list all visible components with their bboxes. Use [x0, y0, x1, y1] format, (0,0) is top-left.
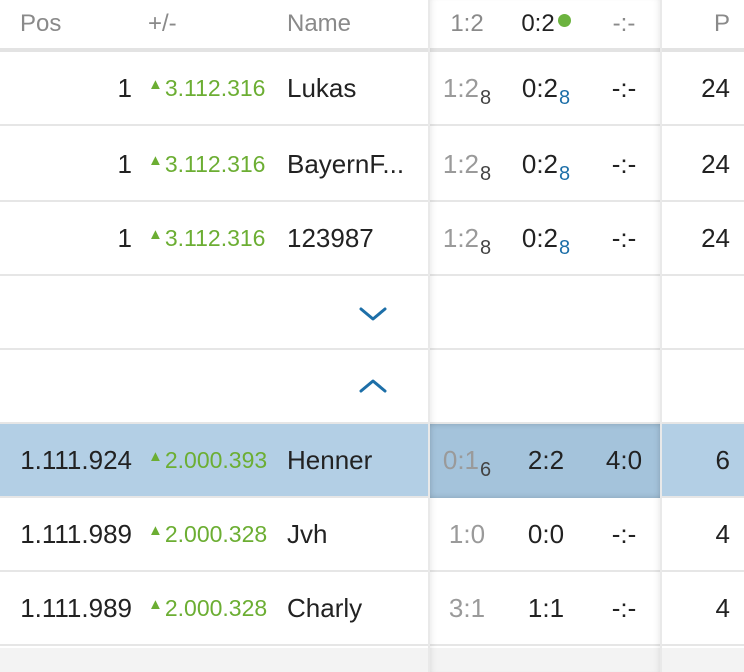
chevron-up-icon[interactable] — [358, 376, 388, 396]
row-pos: 1 — [117, 148, 132, 179]
row-pos: 1.111.924 — [20, 444, 132, 475]
row-match-2: 0:2 8 — [506, 128, 586, 200]
row-name: Charly — [287, 592, 363, 623]
header-match-2[interactable]: 0:2 — [506, 0, 586, 48]
row-delta-value: 2.000.393 — [164, 446, 268, 473]
row-name: BayernF... — [287, 148, 405, 179]
triangle-up-icon: ▲ — [148, 521, 163, 539]
row-points: 6 — [715, 444, 730, 475]
row-delta: ▲ 3.112.316 — [148, 128, 280, 200]
row-name: Lukas — [287, 72, 357, 103]
table-row[interactable]: 1 ▲ 3.112.316 Lukas 1:2 8 0:2 8 -:- 24 — [0, 52, 744, 126]
expand-rows-button[interactable] — [0, 276, 744, 350]
header-name[interactable]: Name — [287, 10, 352, 37]
table-header: Pos +/- Name 1:2 0:2 -:- P — [0, 0, 744, 52]
table-row[interactable]: 1 ▲ 3.112.316 123987 1:2 8 0:2 8 -:- 24 — [0, 202, 744, 276]
row-match-3: -:- — [611, 148, 637, 179]
row-delta-value: 2.000.328 — [164, 594, 268, 621]
row-match-2-points: 8 — [559, 86, 571, 109]
row-delta-value: 3.112.316 — [164, 74, 266, 101]
chevron-down-icon[interactable] — [358, 304, 388, 324]
row-pos: 1 — [117, 72, 132, 103]
triangle-up-icon: ▲ — [148, 151, 163, 169]
row-match-2: 0:0 — [527, 518, 565, 549]
row-match-1-tip: 0:1 — [442, 444, 480, 475]
header-match-1[interactable]: 1:2 — [450, 10, 484, 37]
row-name: Henner — [287, 444, 373, 475]
row-match-1-tip: 1:2 — [442, 148, 480, 179]
row-name: Jvh — [287, 518, 328, 549]
row-match-1: 1:2 8 — [428, 52, 506, 124]
row-points: 4 — [715, 518, 730, 549]
row-match-1: 1:0 — [448, 518, 486, 549]
row-points: 24 — [701, 72, 730, 103]
row-match-1-points: 8 — [480, 162, 492, 185]
row-match-2-points: 8 — [559, 162, 571, 185]
table-row[interactable]: 1 ▲ 3.112.316 BayernF... 1:2 8 0:2 8 -:- 24 — [0, 128, 744, 202]
row-match-2: 0:2 8 — [506, 52, 586, 124]
header-points[interactable]: P — [713, 10, 730, 37]
row-match-1-points: 8 — [480, 236, 492, 259]
row-match-1-tip: 1:2 — [442, 222, 480, 253]
row-name: 123987 — [287, 222, 374, 253]
triangle-up-icon: ▲ — [148, 225, 163, 243]
row-pos: 1.111.989 — [20, 592, 132, 623]
table-row-partial — [0, 648, 744, 672]
row-delta: ▲ 2.000.393 — [148, 424, 280, 496]
live-dot-icon — [557, 13, 571, 27]
row-match-3: -:- — [611, 72, 637, 103]
row-match-2: 1:1 — [527, 592, 565, 623]
row-match-2-tip: 0:2 — [521, 222, 559, 253]
header-match-3[interactable]: -:- — [612, 10, 636, 37]
row-match-3: -:- — [611, 592, 637, 623]
triangle-up-icon: ▲ — [148, 447, 163, 465]
row-delta: ▲ 2.000.328 — [148, 572, 280, 644]
row-match-1-points: 8 — [480, 86, 492, 109]
row-match-1-points: 6 — [480, 458, 492, 481]
triangle-up-icon: ▲ — [148, 595, 163, 613]
row-match-2-tip: 0:2 — [521, 148, 559, 179]
row-delta-value: 2.000.328 — [164, 520, 268, 547]
row-match-1: 0:1 6 — [428, 424, 506, 496]
row-points: 24 — [701, 148, 730, 179]
row-match-2: 0:2 8 — [506, 202, 586, 274]
row-match-1: 1:2 8 — [428, 128, 506, 200]
row-delta: ▲ 3.112.316 — [148, 52, 280, 124]
row-delta: ▲ 3.112.316 — [148, 202, 280, 274]
row-match-3: -:- — [611, 518, 637, 549]
table-row-current-user[interactable]: 1.111.924 ▲ 2.000.393 Henner 0:1 6 2:2 4:0… — [0, 424, 744, 498]
row-pos: 1.111.989 — [20, 518, 132, 549]
row-match-3: -:- — [611, 222, 637, 253]
row-match-3: 4:0 — [605, 444, 643, 475]
header-pos[interactable]: Pos — [20, 10, 62, 37]
row-match-2-points: 8 — [559, 236, 571, 259]
table-row[interactable]: 1.111.989 ▲ 2.000.328 Jvh 1:0 0:0 -:- 4 — [0, 498, 744, 572]
table-row[interactable]: 1.111.989 ▲ 2.000.328 Charly 3:1 1:1 -:- … — [0, 572, 744, 646]
row-pos: 1 — [117, 222, 132, 253]
row-points: 24 — [701, 222, 730, 253]
row-match-1-tip: 1:2 — [442, 72, 480, 103]
row-match-1: 3:1 — [448, 592, 486, 623]
triangle-up-icon: ▲ — [148, 75, 163, 93]
row-match-2-tip: 0:2 — [521, 72, 559, 103]
row-match-1: 1:2 8 — [428, 202, 506, 274]
header-match-2-score: 0:2 — [521, 10, 555, 37]
header-delta[interactable]: +/- — [148, 10, 177, 37]
row-points: 4 — [715, 592, 730, 623]
collapse-rows-button[interactable] — [0, 350, 744, 424]
row-match-2: 2:2 — [527, 444, 565, 475]
row-delta-value: 3.112.316 — [164, 224, 266, 251]
row-delta-value: 3.112.316 — [164, 150, 266, 177]
row-delta: ▲ 2.000.328 — [148, 498, 280, 570]
